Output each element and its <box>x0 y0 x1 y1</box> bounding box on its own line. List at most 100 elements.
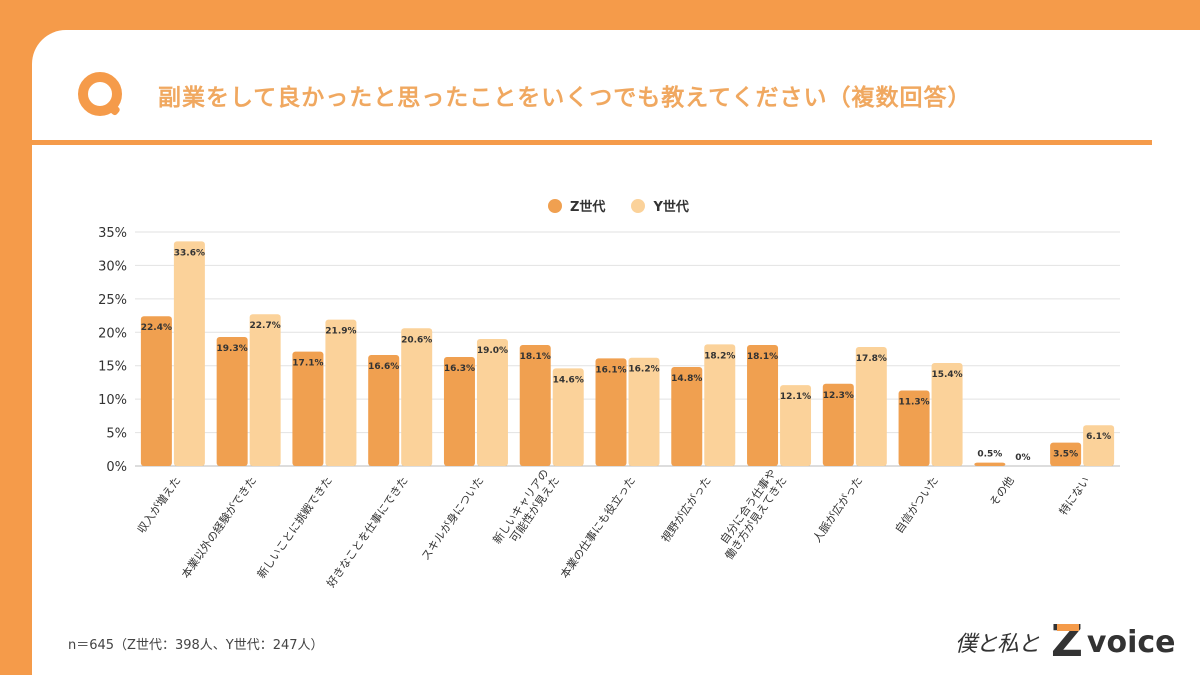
bar-z <box>898 390 930 466</box>
data-label: 18.1% <box>747 352 778 362</box>
y-tick-label: 20% <box>98 326 127 341</box>
chart-legend: Z世代 Y世代 <box>548 196 689 215</box>
x-category-label-line: 自信がついた <box>892 474 941 536</box>
data-label: 17.8% <box>856 354 887 364</box>
x-category-label-line: 人脈が広がった <box>810 474 866 545</box>
bar-z <box>443 357 475 466</box>
x-category-label-line: 本業以外の経験ができた <box>178 474 259 581</box>
x-category-label-line: 新しいことに挑戦できた <box>254 474 335 581</box>
bar-z <box>1050 442 1082 466</box>
bar-y <box>325 319 357 466</box>
x-category-label: その他 <box>987 474 1017 508</box>
x-category-label: 人脈が広がった <box>810 474 866 545</box>
x-category-label: 本業の仕事にも役立った <box>557 474 638 581</box>
data-label: 12.1% <box>780 392 811 402</box>
x-category-label: 新しいことに挑戦できた <box>254 474 335 581</box>
data-label: 16.6% <box>368 362 399 372</box>
data-label: 12.3% <box>823 391 854 401</box>
bar-z <box>822 383 854 466</box>
bar-y <box>249 314 281 466</box>
question-title: 副業をして良かったと思ったことをいくつでも教えてください（複数回答） <box>158 85 972 111</box>
data-label: 16.2% <box>628 365 659 375</box>
data-label: 17.1% <box>292 359 323 369</box>
y-tick-label: 5% <box>106 427 127 442</box>
bar-z <box>747 344 779 466</box>
title-divider <box>32 140 1152 145</box>
data-label: 16.3% <box>444 364 475 374</box>
x-category-label: 好きなことを仕事にできた <box>323 474 410 590</box>
data-label: 14.8% <box>671 374 702 384</box>
x-category-label: 視野が広がった <box>658 474 714 545</box>
y-tick-label: 30% <box>98 259 127 274</box>
data-label: 21.9% <box>325 327 356 337</box>
data-label: 14.6% <box>553 375 584 385</box>
x-category-label-line: 視野が広がった <box>658 474 714 545</box>
x-category-label: 特にない <box>1056 474 1093 518</box>
y-tick-label: 15% <box>98 360 127 375</box>
data-label: 18.1% <box>520 352 551 362</box>
data-label: 11.3% <box>898 397 929 407</box>
brand-voice-text: voice <box>1086 624 1176 660</box>
y-tick-label: 35% <box>98 226 127 241</box>
x-category-label-line: 好きなことを仕事にできた <box>323 474 410 590</box>
data-label: 0.5% <box>977 450 1002 460</box>
bar-z <box>292 351 324 466</box>
legend-item-y: Y世代 <box>631 196 689 215</box>
x-category-label-line: 収入が増えた <box>134 474 183 536</box>
x-category-label-line: 特にない <box>1056 474 1093 518</box>
bar-y <box>476 338 508 466</box>
x-category-label-line: その他 <box>987 474 1017 508</box>
data-label: 22.7% <box>250 321 281 331</box>
brand-script-logo: 僕と私と <box>955 632 1040 657</box>
brand-z-letter: Z <box>1051 616 1083 667</box>
data-label: 6.1% <box>1086 432 1111 442</box>
x-category-label: 本業以外の経験ができた <box>178 474 259 581</box>
bar-z <box>368 355 400 466</box>
x-category-label: スキルが身についた <box>418 474 486 563</box>
bar-y <box>173 241 205 466</box>
y-tick-label: 0% <box>106 460 127 475</box>
bar-y <box>1083 425 1115 466</box>
bar-y <box>552 368 584 466</box>
data-label: 0% <box>1015 453 1030 463</box>
x-category-label: 自信がついた <box>892 474 941 536</box>
legend-label-z: Z世代 <box>570 200 606 215</box>
bar-z <box>140 316 172 466</box>
data-label: 22.4% <box>141 323 172 333</box>
bar-y <box>855 346 887 466</box>
data-label: 33.6% <box>174 248 205 258</box>
bar-z <box>671 367 703 466</box>
y-tick-label: 10% <box>98 393 127 408</box>
legend-label-y: Y世代 <box>653 200 689 215</box>
bar-z <box>519 344 551 466</box>
bar-y <box>704 344 736 466</box>
data-label: 20.6% <box>401 335 432 345</box>
bar-z <box>974 462 1006 466</box>
legend-swatch-z <box>548 198 562 213</box>
x-category-label: 収入が増えた <box>134 474 183 536</box>
legend-item-z: Z世代 <box>548 196 605 215</box>
bar-y <box>628 357 660 466</box>
bar-z <box>216 336 248 466</box>
sample-size-footnote: n＝645（Z世代：398人、Y世代：247人） <box>68 638 324 653</box>
question-q-icon <box>78 72 122 116</box>
data-label: 19.0% <box>477 346 508 356</box>
brand-z-accent <box>1057 624 1080 631</box>
legend-swatch-y <box>631 198 646 213</box>
data-label: 3.5% <box>1053 450 1078 460</box>
x-category-label-line: スキルが身についた <box>418 474 486 563</box>
bar-z <box>595 358 627 466</box>
bar-y <box>780 385 812 466</box>
x-category-label-line: 本業の仕事にも役立った <box>557 474 638 581</box>
data-label: 19.3% <box>217 344 248 354</box>
bar-y <box>401 328 433 466</box>
data-label: 15.4% <box>931 370 962 380</box>
y-tick-label: 25% <box>98 293 127 308</box>
data-label: 16.1% <box>595 365 626 375</box>
bar-y <box>931 363 963 466</box>
data-label: 18.2% <box>704 351 735 361</box>
brand-logo: 僕と私と Z voice <box>955 620 1176 664</box>
